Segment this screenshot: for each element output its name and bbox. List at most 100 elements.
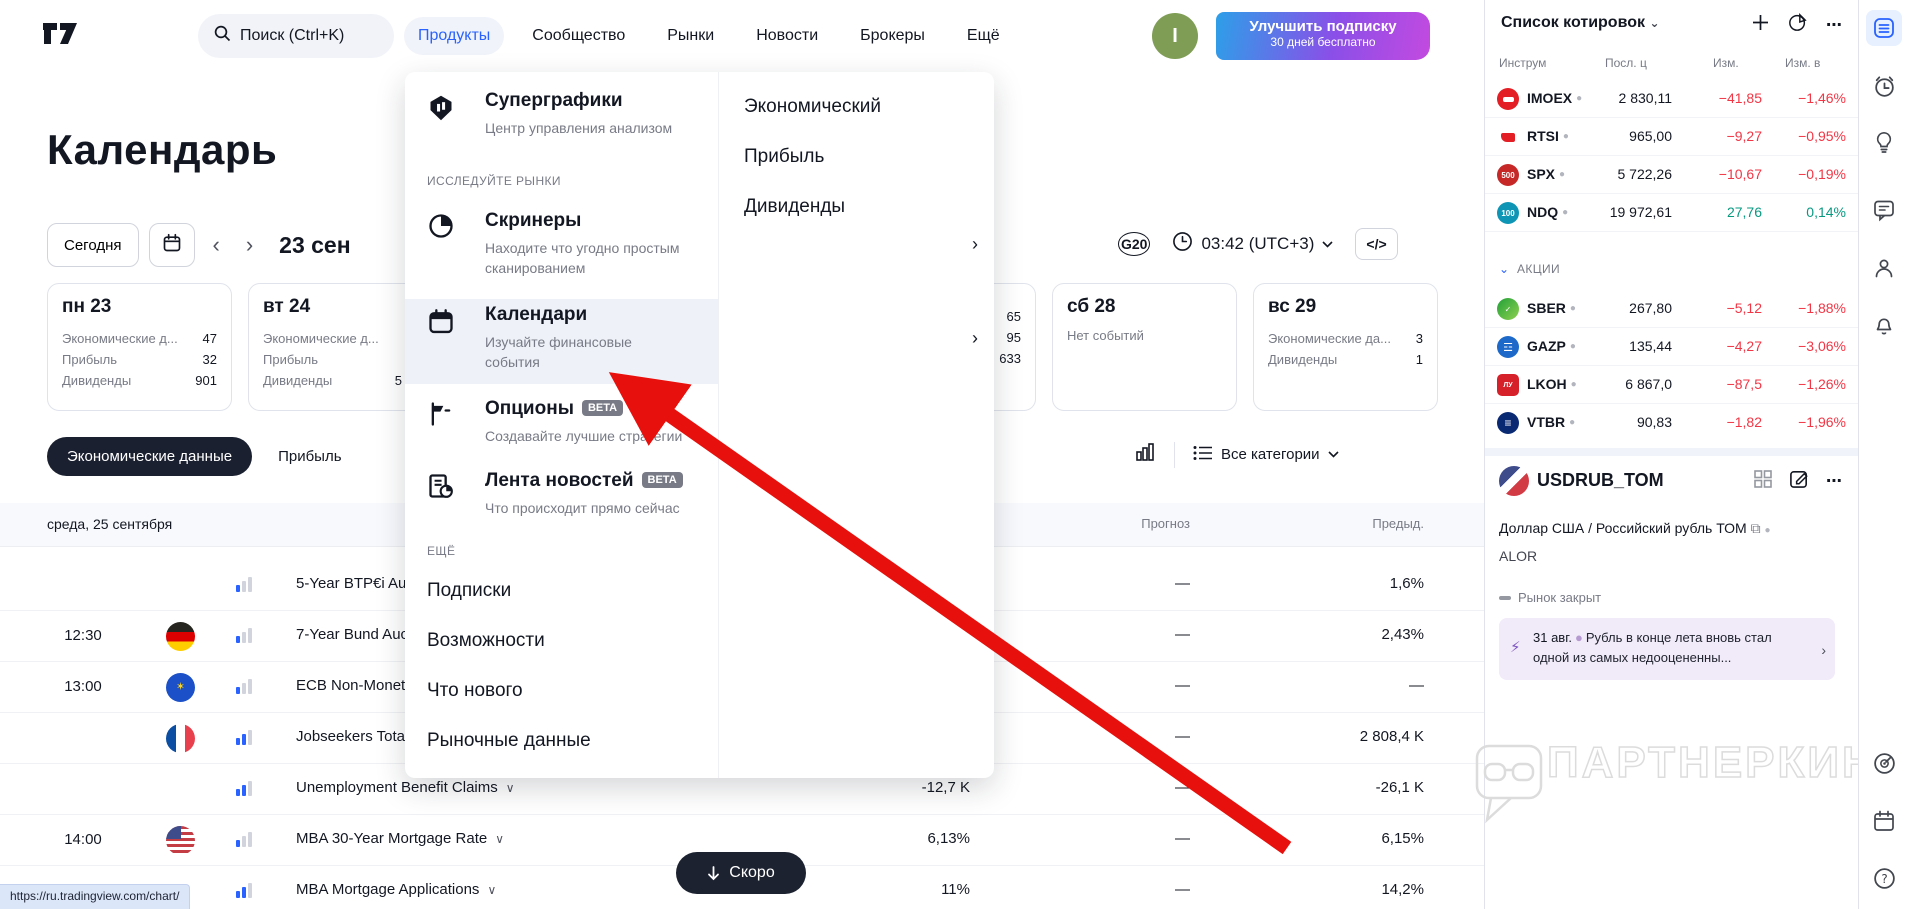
more-options-icon[interactable]: ⋯ <box>1826 473 1844 490</box>
last-price: 90,83 <box>1636 414 1672 430</box>
menu-market-data[interactable]: Рыночные данные <box>427 730 591 751</box>
pie-chart-icon[interactable] <box>1788 12 1808 37</box>
embed-code-button[interactable]: </> <box>1355 228 1398 260</box>
alerts-clock-icon[interactable] <box>1866 68 1902 104</box>
notifications-bell-icon[interactable] <box>1866 306 1902 342</box>
last-price: 965,00 <box>1629 128 1672 144</box>
help-icon[interactable]: ? <box>1866 860 1902 896</box>
watchlist-toggle-icon[interactable] <box>1866 10 1902 46</box>
more-options-icon[interactable]: ⋯ <box>1826 16 1844 34</box>
day-card-tue[interactable]: вт 24 Экономические д... Прибыль Дивиден… <box>248 283 433 411</box>
nav-news[interactable]: Новости <box>756 27 819 44</box>
day-card-sun[interactable]: вс 29 Экономические да... 3 Дивиденды 1 <box>1253 283 1438 411</box>
watchlist-row[interactable]: IMOEX ● 2 830,11 −41,85 −1,46% <box>1485 80 1858 118</box>
menu-supercharts[interactable]: Суперграфики <box>485 90 623 111</box>
g20-filter-button[interactable]: G20 <box>1118 232 1151 256</box>
tab-earnings[interactable]: Прибыль <box>278 448 342 465</box>
event-count: 1 <box>1415 352 1423 367</box>
nav-products[interactable]: Продукты <box>404 17 505 55</box>
submenu-earnings[interactable]: Прибыль <box>744 146 825 167</box>
importance-icon <box>236 883 252 898</box>
event-name: Jobseekers Total <box>296 728 409 745</box>
watchlist-row[interactable]: ☲ GAZP ● 135,44 −4,27 −3,06% <box>1485 328 1858 366</box>
watchlist-row[interactable]: ЛУ LKOH ● 6 867,0 −87,5 −1,26% <box>1485 366 1858 404</box>
watchlist-row[interactable]: ✓ SBER ● 267,80 −5,12 −1,88% <box>1485 290 1858 328</box>
day-card-mon[interactable]: пн 23 Экономические д... 47 Прибыль 32 Див… <box>47 283 232 411</box>
support-headset-icon[interactable] <box>1866 250 1902 286</box>
event-name: Unemployment Benefit Claims ∨ <box>296 779 515 796</box>
upgrade-title: Улучшить подписку <box>1249 18 1397 35</box>
search-input[interactable]: Поиск (Ctrl+K) <box>198 14 394 58</box>
external-link-icon[interactable]: ⧉ <box>1750 520 1761 536</box>
tradingview-logo[interactable] <box>42 22 78 50</box>
menu-screeners[interactable]: Скринеры <box>485 210 582 231</box>
ticker-symbol: SBER ● <box>1527 300 1576 316</box>
speedometer-icon[interactable] <box>1866 745 1902 781</box>
symbol-news-card[interactable]: ⚡ 31 авг. ● Рубль в конце лета вновь стал … <box>1499 618 1835 680</box>
edit-icon[interactable] <box>1789 468 1810 494</box>
menu-screeners-subtitle: Находите что угодно простым <box>485 240 680 256</box>
soon-label: Скоро <box>729 864 775 881</box>
day-card-sat[interactable]: сб 28 Нет событий <box>1052 283 1237 411</box>
watchlist-row[interactable]: ≡ VTBR ● 90,83 −1,82 −1,96% <box>1485 404 1858 442</box>
upgrade-button[interactable]: Улучшить подписку 30 дней бесплатно <box>1216 12 1430 60</box>
watchlist-section-stocks[interactable]: ⌄ АКЦИИ <box>1499 262 1561 276</box>
change-value: 27,76 <box>1726 204 1762 220</box>
avatar[interactable]: I <box>1152 13 1198 59</box>
tab-economic-data[interactable]: Экономические данные <box>47 437 253 476</box>
calendar-controls: Сегодня ‹ › 23 сен <box>47 222 351 268</box>
ideas-lightbulb-icon[interactable] <box>1866 124 1902 160</box>
col-forecast: Прогноз <box>1141 516 1190 531</box>
menu-whats-new[interactable]: Что нового <box>427 680 523 701</box>
timezone-selector[interactable]: 03:42 (UTC+3) <box>1172 231 1333 257</box>
right-toolbar: ? <box>1858 0 1908 909</box>
symbol-exchange: ALOR <box>1499 548 1538 564</box>
options-icon <box>427 400 455 428</box>
last-price: 5 722,26 <box>1617 166 1673 182</box>
change-value: −87,5 <box>1726 376 1762 392</box>
importance-icon <box>236 781 252 796</box>
nav-brokers[interactable]: Брокеры <box>860 27 925 44</box>
menu-options[interactable]: Опционы BETA <box>485 398 624 420</box>
today-button[interactable]: Сегодня <box>47 223 139 267</box>
watchlist-row[interactable]: 100 NDQ ● 19 972,61 27,76 0,14% <box>1485 194 1858 232</box>
calendar-picker-button[interactable] <box>148 223 195 267</box>
nav-community[interactable]: Сообщество <box>532 27 626 44</box>
grid-view-icon[interactable] <box>1753 469 1773 494</box>
next-week-icon[interactable]: › <box>245 232 254 257</box>
soon-button[interactable]: Скоро <box>676 852 806 894</box>
forecast-value: — <box>1175 830 1190 847</box>
menu-features[interactable]: Возможности <box>427 630 545 651</box>
chart-view-icon[interactable] <box>1134 441 1156 468</box>
watchlist-row[interactable]: RTSI ● 965,00 −9,27 −0,95% <box>1485 118 1858 156</box>
event-type: Дивиденды <box>263 373 333 388</box>
chat-icon[interactable] <box>1866 192 1902 228</box>
last-price: 135,44 <box>1629 338 1672 354</box>
change-value: −5,12 <box>1726 300 1762 316</box>
nav-markets[interactable]: Рынки <box>667 27 715 44</box>
event-time: 13:00 <box>64 678 102 695</box>
submenu-economic[interactable]: Экономический <box>744 96 881 117</box>
add-symbol-icon[interactable] <box>1751 13 1770 37</box>
last-price: 267,80 <box>1629 300 1672 316</box>
all-categories-dropdown[interactable]: Все категории <box>1193 445 1339 465</box>
prev-week-icon[interactable]: ‹ <box>212 232 220 257</box>
beta-badge: BETA <box>641 472 683 488</box>
watchlist-row[interactable]: 500 SPX ● 5 722,26 −10,67 −0,19% <box>1485 156 1858 194</box>
menu-section-more: ЕЩЁ <box>427 544 456 558</box>
nav-more[interactable]: Ещё <box>966 27 1000 44</box>
vtbr-icon: ≡ <box>1497 412 1519 434</box>
watchlist-title[interactable]: Список котировок ⌄ <box>1501 14 1660 31</box>
france-flag-icon <box>166 724 195 753</box>
products-dropdown: Суперграфики Центр управления анализом И… <box>405 72 994 778</box>
menu-calendars[interactable]: Календари <box>485 304 588 325</box>
submenu-dividends[interactable]: Дивиденды <box>744 196 846 217</box>
change-value: −10,67 <box>1718 166 1762 182</box>
symbol-ticker[interactable]: USDRUB_TOM <box>1537 470 1664 490</box>
menu-news-feed[interactable]: Лента новостей BETA <box>485 470 683 492</box>
table-row[interactable]: MBA Mortgage Applications ∨ 11% — 14,2% <box>0 866 1484 909</box>
event-time: 12:30 <box>64 627 102 644</box>
menu-subscriptions[interactable]: Подписки <box>427 580 512 601</box>
calendar-icon <box>162 233 182 257</box>
calendar-strip-icon[interactable] <box>1866 803 1902 839</box>
